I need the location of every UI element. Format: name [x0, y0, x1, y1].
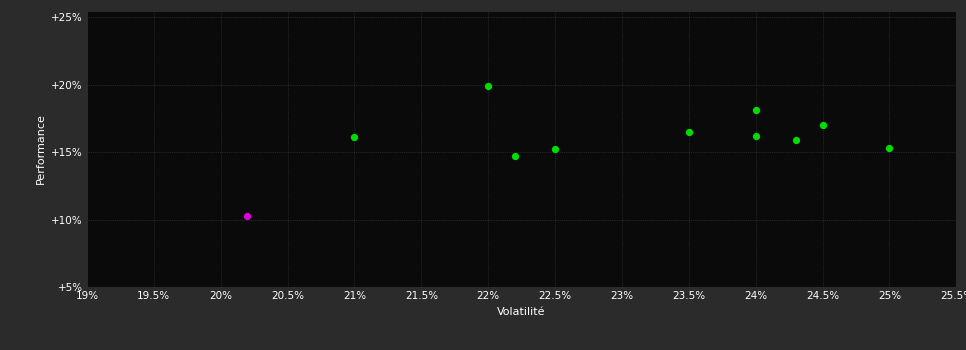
Point — [240, 213, 255, 218]
X-axis label: Volatilité: Volatilité — [497, 307, 546, 317]
Point — [548, 147, 563, 152]
Point — [507, 153, 523, 159]
Point — [748, 133, 763, 139]
Point — [788, 137, 804, 143]
Point — [815, 122, 831, 128]
Point — [347, 134, 362, 140]
Y-axis label: Performance: Performance — [36, 113, 45, 184]
Point — [480, 83, 496, 89]
Point — [882, 145, 897, 151]
Point — [748, 107, 763, 113]
Point — [681, 129, 696, 135]
